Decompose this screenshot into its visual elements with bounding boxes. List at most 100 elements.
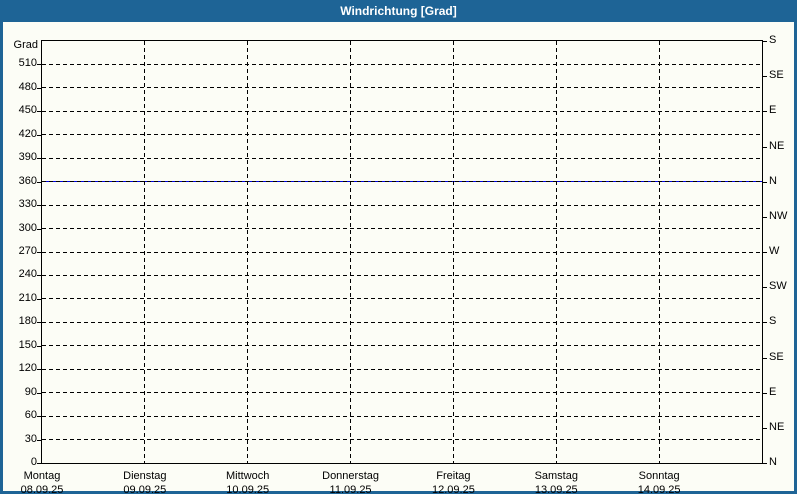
y-axis-unit-label: Grad (13, 39, 38, 51)
y-tick-left (37, 416, 41, 418)
y-tick-right (763, 146, 767, 148)
v-gridline (350, 41, 352, 463)
y-tick-left (37, 228, 41, 230)
y-tick-left (37, 87, 41, 89)
y-tick-label-left: 90 (24, 385, 37, 398)
y-tick-left (37, 64, 41, 66)
x-day-name: Dienstag (123, 470, 167, 482)
y-tick-right (763, 111, 767, 113)
y-tick-label-left: 120 (18, 362, 37, 375)
y-tick-right (763, 392, 767, 394)
x-day-label: Montag 08.09.25 (0, 469, 93, 497)
x-day-name: Donnerstag (322, 470, 379, 482)
y-tick-right (763, 41, 767, 42)
h-gridline (42, 321, 762, 323)
h-gridline (42, 392, 762, 394)
y-tick-right (763, 252, 767, 253)
y-tick-left (37, 275, 41, 277)
y-tick-label-left: 150 (18, 338, 37, 351)
y-tick-left (37, 181, 41, 183)
h-gridline (42, 181, 762, 183)
compass-tick-label: NE (769, 139, 785, 152)
chart-title: Windrichtung [Grad] (340, 4, 457, 18)
compass-tick-label: N (769, 456, 777, 468)
y-tick-label-left: 180 (18, 315, 37, 328)
y-tick-label-left: 480 (18, 80, 37, 93)
h-gridline (42, 87, 762, 89)
y-tick-label-left: 390 (18, 151, 37, 164)
v-gridline (658, 41, 660, 463)
y-tick-label-left: 300 (18, 221, 37, 234)
chart-titlebar: Windrichtung [Grad] (3, 0, 794, 22)
y-tick-left (37, 345, 41, 347)
compass-tick-label: W (769, 245, 780, 257)
h-gridline (42, 274, 762, 276)
compass-tick-label: E (769, 385, 777, 398)
h-gridline (42, 204, 762, 206)
x-day-date: 14.09.25 (637, 484, 681, 496)
x-day-name: Mittwoch (226, 470, 270, 482)
y-tick-left (37, 134, 41, 136)
y-tick-right (763, 463, 767, 464)
x-day-date: 12.09.25 (432, 484, 475, 496)
v-gridline (247, 41, 249, 463)
y-tick-right (763, 357, 767, 359)
x-day-date: 08.09.25 (20, 484, 64, 496)
compass-tick-label: NE (769, 420, 785, 433)
x-day-date: 10.09.25 (226, 484, 270, 496)
y-tick-right (763, 76, 767, 78)
y-tick-left (37, 439, 41, 441)
y-tick-label-left: 510 (18, 57, 37, 70)
y-tick-label-left: 0 (30, 456, 37, 468)
h-gridline (42, 345, 762, 347)
h-gridline (42, 228, 762, 230)
x-day-name: Samstag (534, 470, 578, 482)
h-gridline (42, 157, 762, 159)
h-gridline (42, 439, 762, 441)
y-tick-left (37, 369, 41, 371)
y-tick-left (37, 463, 41, 464)
h-gridline (42, 298, 762, 300)
x-day-date: 11.09.25 (329, 484, 372, 496)
y-tick-label-left: 30 (24, 432, 37, 445)
h-gridline (42, 110, 762, 112)
compass-tick-label: NW (769, 209, 788, 222)
y-tick-left (37, 298, 41, 300)
compass-tick-label: SE (769, 69, 784, 82)
y-tick-left (37, 111, 41, 113)
compass-tick-label: E (769, 104, 777, 117)
x-day-date: 09.09.25 (123, 484, 167, 496)
v-gridline (555, 41, 557, 463)
x-day-name: Sonntag (638, 470, 680, 482)
y-tick-right (763, 427, 767, 429)
compass-tick-label: SE (769, 350, 784, 363)
y-tick-left (37, 158, 41, 160)
h-gridline (42, 368, 762, 370)
y-tick-label-left: 450 (18, 104, 37, 117)
h-gridline (42, 415, 762, 417)
y-tick-label-left: 60 (24, 409, 37, 422)
x-day-label: Samstag 13.09.25 (505, 469, 607, 497)
y-tick-label-left: 420 (18, 127, 37, 140)
x-day-name: Freitag (436, 470, 471, 482)
y-tick-left (37, 392, 41, 394)
compass-tick-label: SW (769, 280, 787, 293)
y-tick-label-left: 330 (18, 198, 37, 211)
y-tick-label-left: 210 (18, 291, 37, 304)
compass-tick-label: S (769, 315, 777, 328)
y-tick-label-left: 270 (18, 245, 37, 257)
v-gridline (144, 41, 146, 463)
y-tick-right (763, 287, 767, 289)
x-day-label: Dienstag 09.09.25 (94, 469, 196, 497)
compass-tick-label: S (769, 34, 777, 46)
h-gridline (42, 134, 762, 136)
y-tick-left (37, 322, 41, 324)
y-tick-label-left: 240 (18, 268, 37, 281)
x-day-label: Sonntag 14.09.25 (608, 469, 710, 497)
x-day-name: Montag (23, 470, 61, 482)
x-day-label: Mittwoch 10.09.25 (197, 469, 299, 497)
plot-area (41, 40, 763, 464)
y-tick-right (763, 322, 767, 324)
y-tick-right (763, 181, 767, 183)
